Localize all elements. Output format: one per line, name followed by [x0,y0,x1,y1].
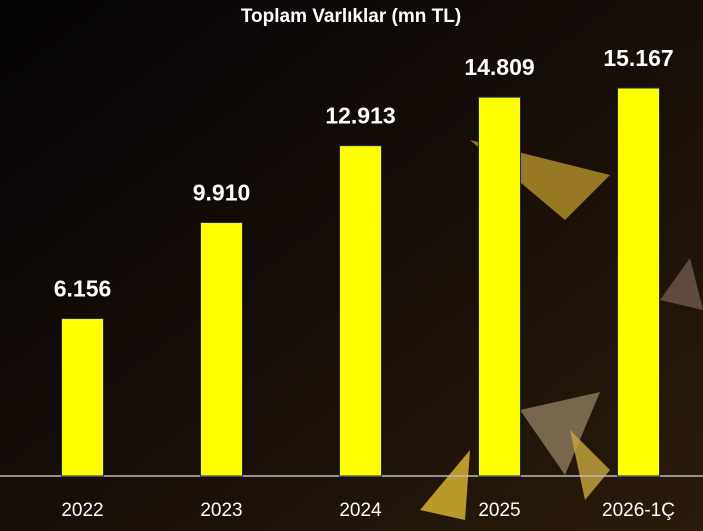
bar [200,221,243,477]
bar [478,96,521,477]
value-label: 6.156 [54,276,112,302]
x-tick-label: 2024 [339,500,382,521]
chart-title: Toplam Varlıklar (mn TL) [241,6,461,27]
bar [339,145,382,477]
decoration [570,430,610,500]
value-label: 14.809 [464,54,534,80]
decoration [420,450,470,520]
decoration [660,258,703,310]
bar [617,87,660,477]
bar [61,318,104,477]
value-label: 9.910 [193,180,251,206]
x-tick-label: 2022 [61,500,103,521]
x-tick-label: 2023 [200,500,242,521]
decoration [520,392,600,475]
x-tick-label: 2026-1Ç [602,500,675,521]
value-label: 12.913 [325,103,395,129]
x-tick-label: 2025 [478,500,520,521]
value-label: 15.167 [603,45,673,71]
